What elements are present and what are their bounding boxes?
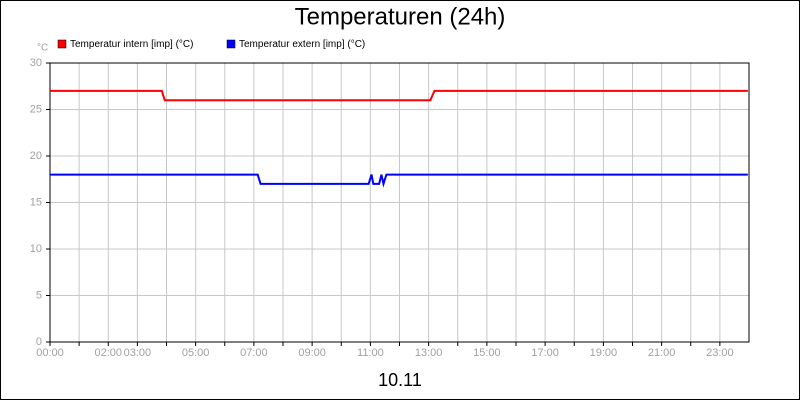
x-tick-label: 15:00 bbox=[473, 347, 501, 359]
x-tick-label: 21:00 bbox=[648, 347, 676, 359]
y-tick-label: 10 bbox=[30, 243, 42, 255]
y-tick-label: 30 bbox=[30, 57, 42, 69]
x-label: 10.11 bbox=[378, 370, 422, 390]
x-tick-label: 17:00 bbox=[531, 347, 559, 359]
x-tick-label: 02:00 bbox=[94, 347, 122, 359]
x-tick-label: 11:00 bbox=[357, 347, 384, 359]
plot-border bbox=[49, 62, 750, 343]
series-line bbox=[50, 89, 748, 102]
legend-label: Temperatur intern [imp] (°C) bbox=[70, 39, 193, 50]
y-tick-label: 15 bbox=[30, 196, 42, 208]
y-tick-label: 0 bbox=[36, 336, 42, 348]
x-tick-label: 07:00 bbox=[240, 347, 268, 359]
x-tick-label: 05:00 bbox=[182, 347, 210, 359]
y-unit: °C bbox=[37, 43, 48, 54]
x-tick-label: 13:00 bbox=[415, 347, 443, 359]
legend-swatch bbox=[226, 39, 236, 49]
legend-label: Temperatur extern [imp] (°C) bbox=[239, 39, 365, 50]
chart-title: Temperaturen (24h) bbox=[295, 3, 506, 30]
x-tick-label: 09:00 bbox=[298, 347, 326, 359]
y-tick-label: 25 bbox=[30, 103, 42, 115]
legend-swatch bbox=[57, 39, 67, 49]
y-tick-label: 5 bbox=[36, 289, 42, 301]
y-tick-label: 20 bbox=[30, 150, 42, 162]
x-tick-label: 00:00 bbox=[36, 347, 64, 359]
x-tick-label: 23:00 bbox=[706, 347, 734, 359]
series-line bbox=[50, 173, 748, 188]
x-tick-label: 19:00 bbox=[590, 347, 618, 359]
x-tick-label: 03:00 bbox=[124, 347, 152, 359]
